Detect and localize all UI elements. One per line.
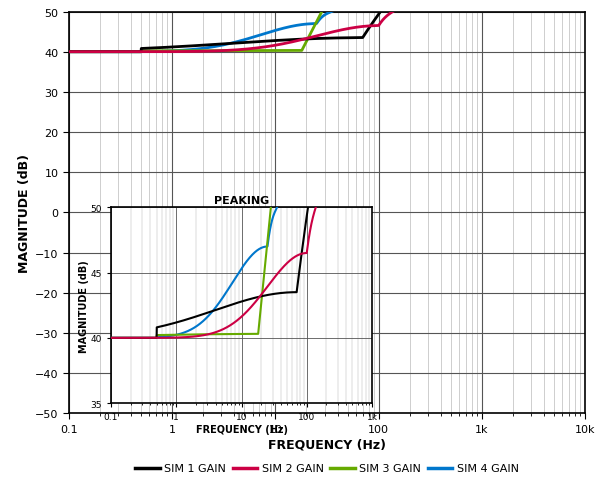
- X-axis label: FREQUENCY (Hz): FREQUENCY (Hz): [268, 438, 386, 451]
- Y-axis label: MAGNITUDE (dB): MAGNITUDE (dB): [79, 260, 89, 352]
- Title: PEAKING: PEAKING: [214, 196, 269, 206]
- Y-axis label: MAGNITUDE (dB): MAGNITUDE (dB): [18, 153, 31, 273]
- Legend: SIM 1 GAIN, SIM 2 GAIN, SIM 3 GAIN, SIM 4 GAIN: SIM 1 GAIN, SIM 2 GAIN, SIM 3 GAIN, SIM …: [131, 459, 523, 478]
- X-axis label: FREQUENCY (Hz): FREQUENCY (Hz): [196, 424, 287, 434]
